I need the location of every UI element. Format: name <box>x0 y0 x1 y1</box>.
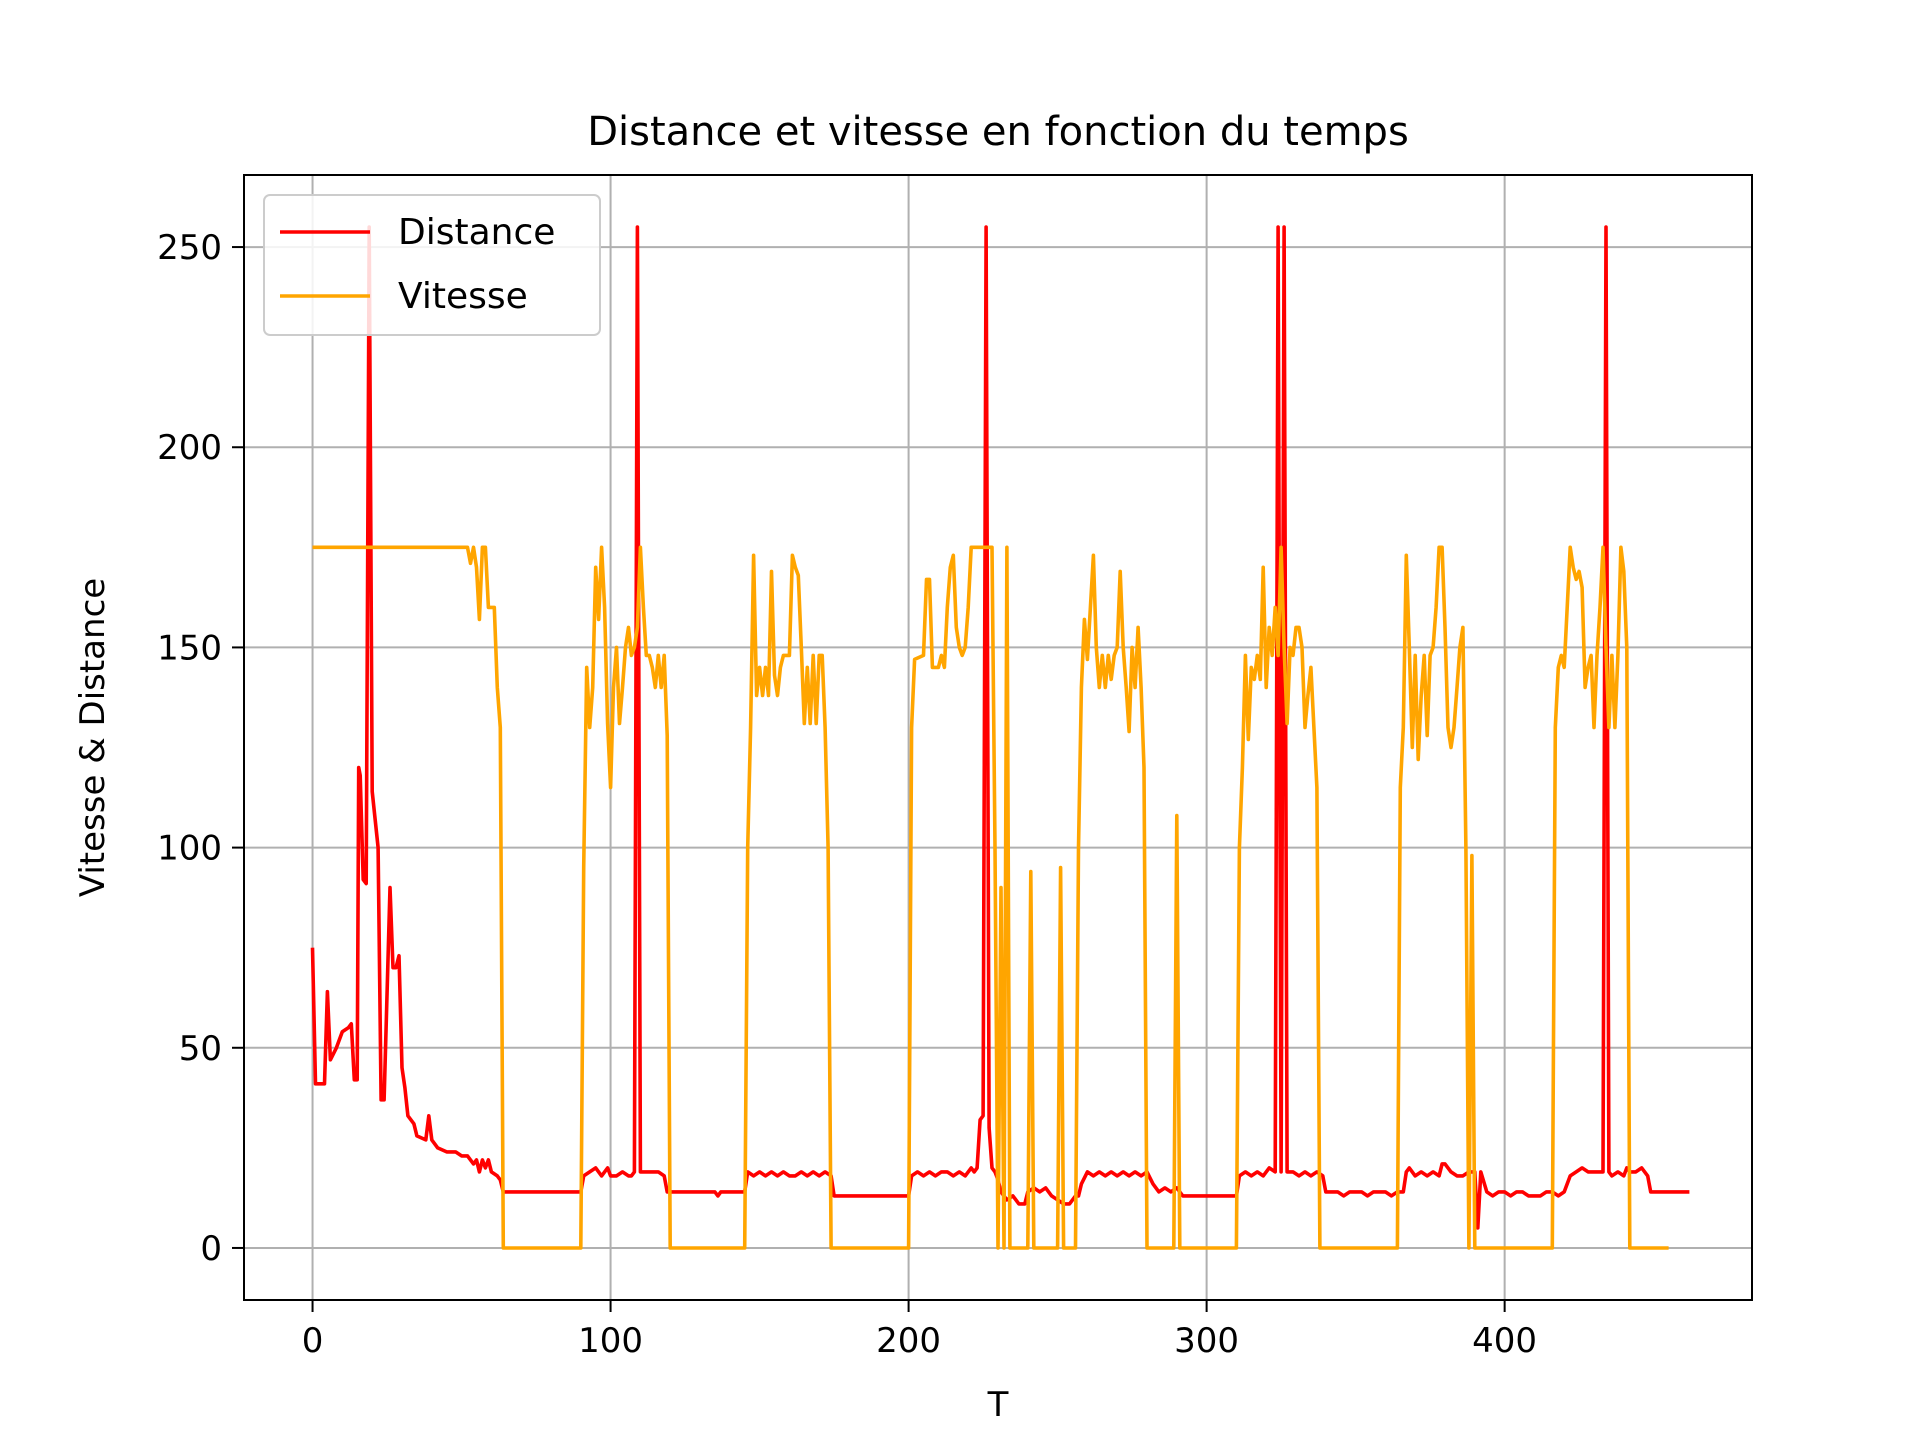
y-tick-label: 100 <box>157 829 222 869</box>
y-tick-label: 0 <box>200 1229 222 1269</box>
y-tick-label: 150 <box>157 628 222 668</box>
x-tick-label: 0 <box>302 1321 324 1361</box>
y-tick-label: 50 <box>179 1029 222 1069</box>
x-axis-label: T <box>987 1385 1009 1425</box>
legend: Distance Vitesse <box>263 194 601 336</box>
x-axis-ticks: 0 100 200 300 400 <box>302 1300 1537 1361</box>
plot-area-frame <box>243 174 1753 1301</box>
x-tick-label: 300 <box>1174 1321 1239 1361</box>
x-tick-label: 100 <box>578 1321 643 1361</box>
series-lines <box>310 225 1690 1250</box>
y-tick-label: 200 <box>157 428 222 468</box>
y-axis-ticks: 0 50 100 150 200 250 <box>157 228 244 1269</box>
series-line-distance <box>310 225 1690 1230</box>
x-tick-label: 400 <box>1472 1321 1537 1361</box>
chart-title: Distance et vitesse en fonction du temps <box>587 109 1409 155</box>
x-tick-label: 200 <box>876 1321 941 1361</box>
legend-label-vitesse: Vitesse <box>398 276 528 317</box>
y-axis-label: Vitesse & Distance <box>73 578 113 897</box>
y-tick-label: 250 <box>157 228 222 268</box>
series-line-vitesse <box>312 545 1669 1250</box>
legend-box <box>263 194 601 336</box>
legend-label-distance: Distance <box>398 212 555 253</box>
